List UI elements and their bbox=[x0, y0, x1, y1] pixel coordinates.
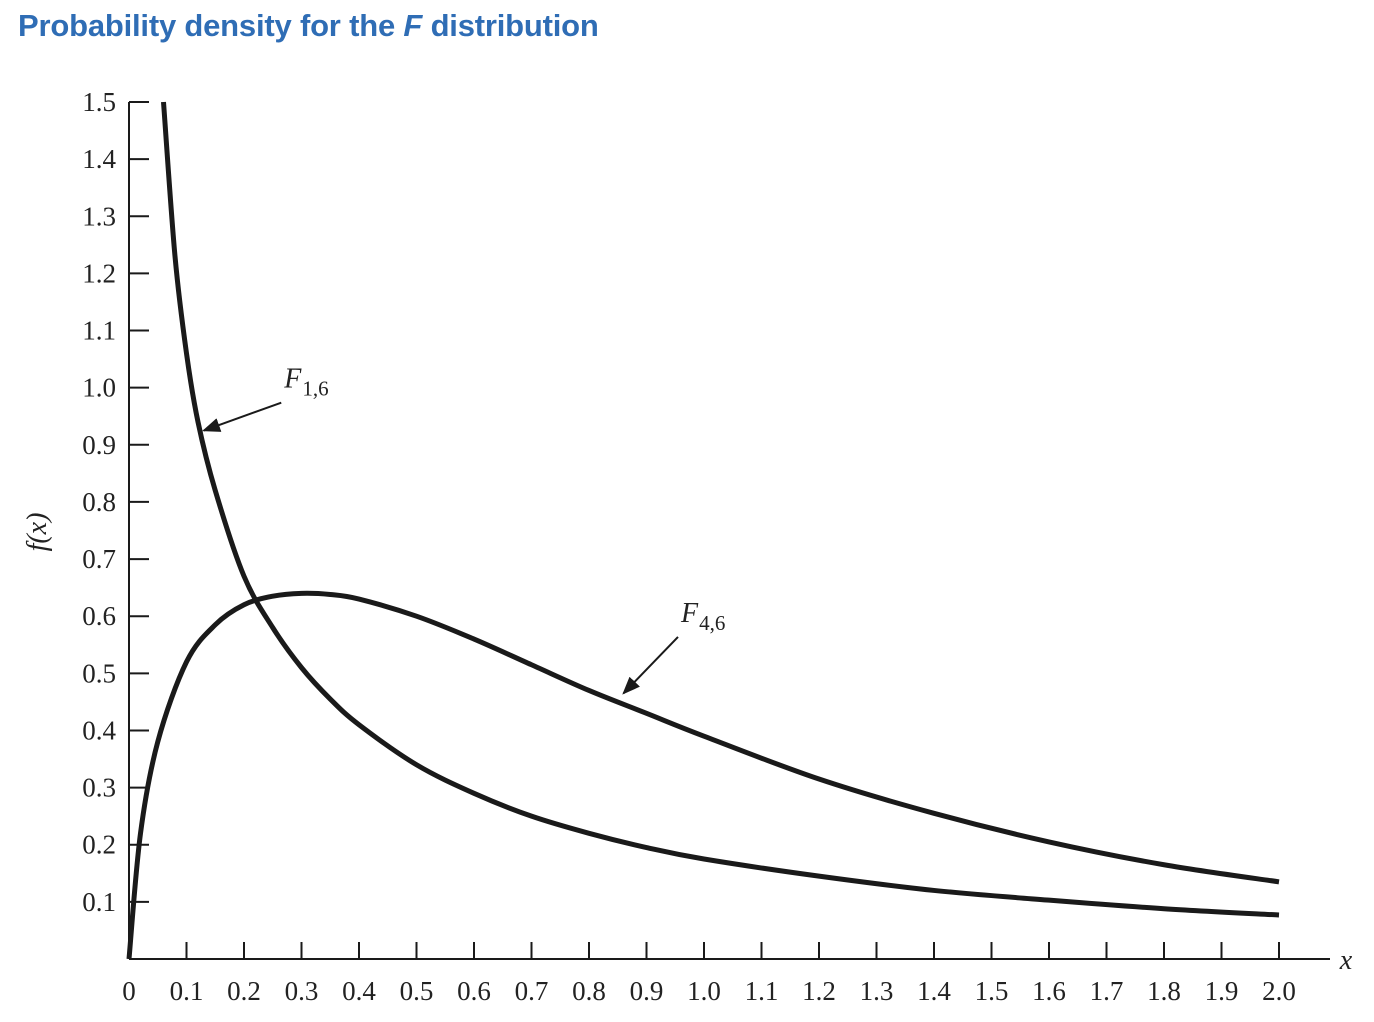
x-tick-label: 2.0 bbox=[1262, 976, 1296, 1006]
x-tick-label: 0.8 bbox=[572, 976, 606, 1006]
x-tick-label: 0.9 bbox=[630, 976, 664, 1006]
annotation-arrow-f1-6 bbox=[202, 401, 282, 432]
x-tick-label: 1.9 bbox=[1205, 976, 1239, 1006]
x-tick-label: 0.7 bbox=[515, 976, 549, 1006]
annotation-label-main: F bbox=[680, 598, 699, 629]
y-tick-label: 0.6 bbox=[82, 601, 116, 631]
x-tick-label: 1.0 bbox=[687, 976, 721, 1006]
y-tick-label: 0.3 bbox=[82, 773, 116, 803]
x-tick-label: 1.8 bbox=[1147, 976, 1181, 1006]
y-tick-label: 0.4 bbox=[82, 715, 116, 745]
y-tick-label: 1.2 bbox=[82, 258, 116, 288]
annotation-label-sub: 1,6 bbox=[302, 377, 328, 401]
x-tick-label: 1.7 bbox=[1090, 976, 1124, 1006]
annotation-arrow-f4-6 bbox=[622, 636, 679, 695]
chart-title-emphasis: F bbox=[403, 8, 423, 43]
x-axis-label: x bbox=[1339, 945, 1353, 976]
series-line-f4-6 bbox=[126, 590, 1280, 960]
y-axis-label: f(x) bbox=[22, 513, 53, 552]
y-tick-label: 1.4 bbox=[82, 144, 116, 174]
series-line-f1-6 bbox=[161, 101, 1280, 918]
annotation-label-f4-6: F4,6 bbox=[680, 598, 725, 635]
series-group bbox=[126, 101, 1280, 960]
x-tick-label: 0.4 bbox=[342, 976, 376, 1006]
y-tick-label: 1.5 bbox=[82, 87, 116, 117]
y-tick-label: 1.3 bbox=[82, 201, 116, 231]
y-tick-label: 0.2 bbox=[82, 830, 116, 860]
x-tick-label: 1.2 bbox=[802, 976, 836, 1006]
x-tick-label: 1.1 bbox=[745, 976, 779, 1006]
x-tick-label: 0.5 bbox=[400, 976, 434, 1006]
ticks: 0 0.1 0.2 0.3 0.4 0.5 0.6 0.7 0.8 0.9 1.0 1.1 1.2 1.3… bbox=[82, 87, 1296, 1006]
chart-title: Probability density for the F distributi… bbox=[18, 8, 599, 44]
y-tick-label: 0.8 bbox=[82, 487, 116, 517]
x-tick-label: 1.6 bbox=[1032, 976, 1066, 1006]
y-tick-label: 1.0 bbox=[82, 373, 116, 403]
chart-title-prefix: Probability density for the bbox=[18, 8, 404, 43]
x-tick-label: 0.2 bbox=[227, 976, 261, 1006]
axes: x f(x) bbox=[22, 102, 1353, 976]
x-tick-label: 0.3 bbox=[285, 976, 319, 1006]
x-tick-label: 1.4 bbox=[917, 976, 951, 1006]
annotation-label-main: F bbox=[283, 364, 302, 395]
annotations: F1,6F4,6 bbox=[202, 364, 725, 695]
y-tick-label: 1.1 bbox=[82, 316, 116, 346]
annotation-label-f1-6: F1,6 bbox=[283, 364, 328, 401]
annotation-label-sub: 4,6 bbox=[699, 611, 725, 635]
x-tick-label: 1.3 bbox=[860, 976, 894, 1006]
y-tick-label: 0.7 bbox=[82, 544, 116, 574]
chart-title-suffix: distribution bbox=[422, 8, 599, 43]
x-tick-label: 1.5 bbox=[975, 976, 1009, 1006]
x-tick-label: 0 bbox=[122, 976, 136, 1006]
y-tick-label: 0.5 bbox=[82, 658, 116, 688]
y-tick-label: 0.1 bbox=[82, 887, 116, 917]
x-tick-label: 0.6 bbox=[457, 976, 491, 1006]
y-tick-label: 0.9 bbox=[82, 430, 116, 460]
x-tick-label: 0.1 bbox=[170, 976, 204, 1006]
